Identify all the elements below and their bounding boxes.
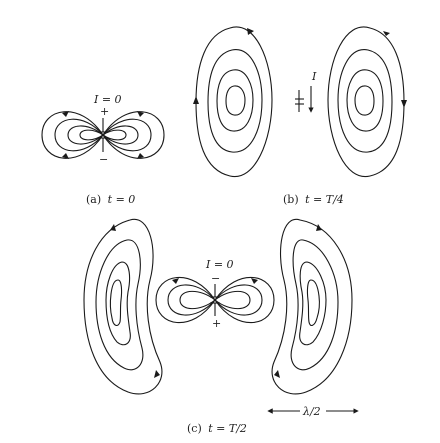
field-loop-c-left-3 (105, 261, 131, 346)
caption-b: (b) t = T/4 (283, 193, 344, 206)
arrow-c-center-left (172, 278, 179, 284)
arrow-c-left-top (110, 224, 116, 231)
arrow-a-left-bottom (62, 153, 69, 159)
field-loop-c-center-right-2 (214, 284, 263, 316)
caption-c-prefix: (c) (187, 422, 202, 435)
panel-b: I (b) t = T/4 (193, 26, 407, 206)
field-loop-a-right-inner (102, 129, 127, 141)
field-loop-c-left-outer (83, 218, 163, 395)
field-loop-c-center-right-outer (214, 276, 275, 324)
field-loop-a-right-outer (102, 111, 165, 159)
current-label-a: I = 0 (93, 93, 122, 106)
field-loop-c-right-inner (306, 279, 320, 327)
arrow-c-left-bottom (154, 370, 160, 378)
caption-c-eq: t = T/2 (208, 422, 247, 435)
field-loop-c-right-outer (271, 218, 353, 395)
field-loop-b-left-inner (225, 85, 246, 116)
field-loop-c-right-2 (290, 239, 339, 371)
field-loop-c-center-left-outer (155, 276, 216, 324)
field-loop-a-left-3 (67, 125, 104, 145)
caption-a-eq: t = 0 (108, 193, 136, 206)
arrow-b-right-top (383, 31, 390, 36)
field-loop-a-right-3 (102, 125, 139, 145)
arrow-b-left-side (193, 96, 199, 104)
field-loop-b-right-outer (327, 26, 405, 178)
field-loop-a-left-2 (54, 118, 104, 152)
wavelength-label: λ/2 (302, 405, 321, 418)
field-loop-b-left-3 (216, 69, 254, 132)
minus-sign-c: − (211, 272, 220, 285)
field-loop-b-right-2 (337, 49, 393, 153)
current-symbol-b: I (311, 70, 317, 83)
arrow-b-right-side (401, 100, 407, 108)
field-loop-c-center-left-3 (179, 290, 216, 310)
field-loop-c-center-right-3 (214, 290, 251, 310)
field-loop-b-left-2 (207, 49, 263, 153)
current-label-c: I = 0 (205, 258, 234, 271)
arrow-c-right-bottom (274, 370, 280, 378)
arrow-c-center-right (251, 278, 258, 284)
caption-a-prefix: (a) (86, 193, 101, 206)
arrow-c-right-top (316, 224, 322, 231)
arrow-b-left-top (247, 28, 254, 35)
field-loop-a-left-outer (41, 111, 104, 159)
caption-b-eq: t = T/4 (305, 193, 344, 206)
arrow-a-left-top (62, 111, 69, 117)
field-loop-b-right-inner (354, 85, 375, 116)
plus-sign-a: + (100, 105, 109, 118)
minus-sign-a: − (99, 153, 108, 166)
field-loop-c-left-inner (109, 279, 123, 327)
arrow-a-right-bottom (137, 153, 144, 159)
caption-a: (a) t = 0 (86, 193, 135, 206)
field-loop-b-left-outer (195, 26, 273, 178)
field-loop-c-center-left-2 (167, 284, 216, 316)
field-loop-b-right-3 (346, 69, 384, 132)
field-loop-c-right-3 (299, 261, 327, 346)
caption-c: (c) t = T/2 (187, 422, 247, 435)
caption-b-prefix: (b) (283, 193, 299, 206)
field-loop-a-right-2 (102, 118, 152, 152)
field-loop-a-left-inner (79, 129, 104, 141)
arrow-a-right-top (137, 111, 144, 117)
panel-c: I = 0 − + λ/2 (c) t = T/2 (83, 218, 359, 435)
field-loop-c-left-2 (95, 239, 144, 371)
plus-sign-c: + (212, 317, 221, 330)
panel-a: I = 0 + − (a) t = 0 (41, 93, 165, 206)
